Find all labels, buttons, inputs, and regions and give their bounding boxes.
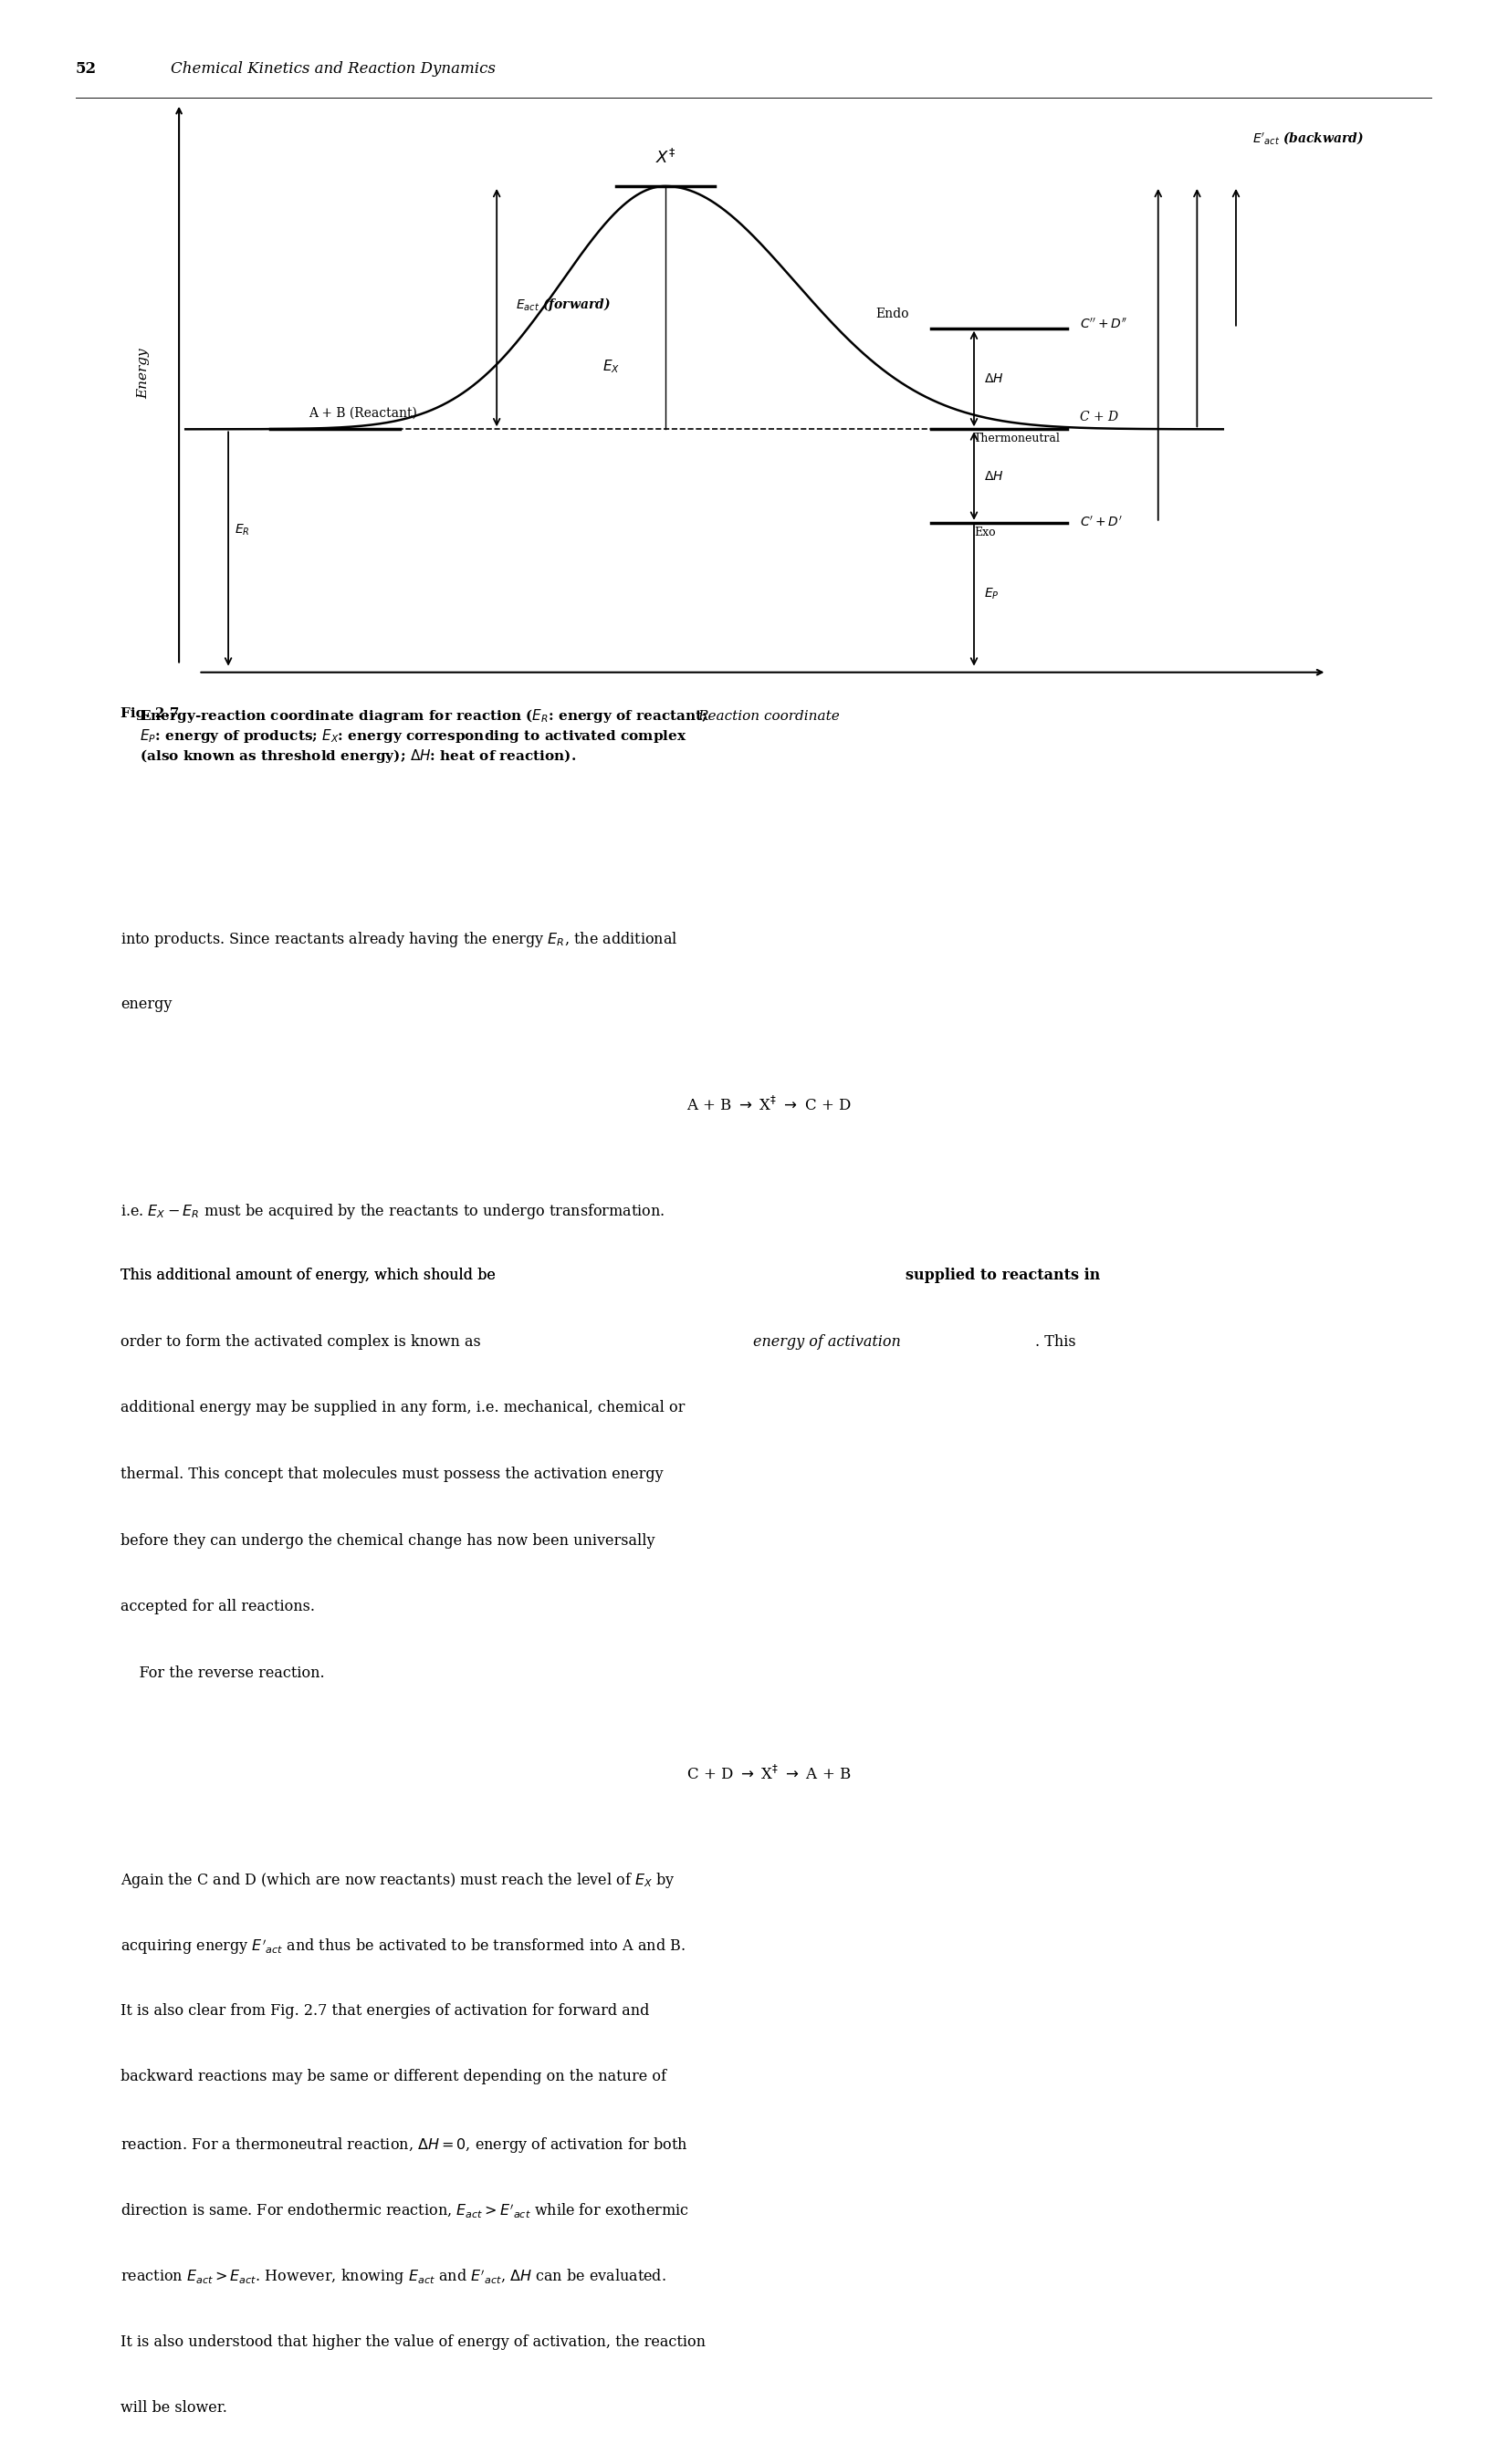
Text: order to form the activated complex is known as: order to form the activated complex is k…: [121, 1333, 486, 1350]
Text: This additional amount of energy, which should be: This additional amount of energy, which …: [121, 1269, 501, 1284]
Text: $E_{act}$ (forward): $E_{act}$ (forward): [516, 296, 611, 313]
Text: $C'' + D''$: $C'' + D''$: [1080, 318, 1128, 333]
Text: Energy: Energy: [137, 347, 151, 399]
Text: supplied to reactants in: supplied to reactants in: [905, 1269, 1099, 1284]
Text: will be slower.: will be slower.: [121, 2400, 228, 2415]
Text: energy of activation: energy of activation: [754, 1333, 902, 1350]
Text: Exo: Exo: [974, 527, 995, 537]
Text: backward reactions may be same or different depending on the nature of: backward reactions may be same or differ…: [121, 2070, 667, 2085]
Text: additional energy may be supplied in any form, i.e. mechanical, chemical or: additional energy may be supplied in any…: [121, 1400, 685, 1417]
Text: reaction. For a thermoneutral reaction, $\Delta H = 0$, energy of activation for: reaction. For a thermoneutral reaction, …: [121, 2136, 688, 2154]
Text: $\Delta H$: $\Delta H$: [985, 372, 1004, 384]
Text: $X^{\ddagger}$: $X^{\ddagger}$: [654, 150, 676, 168]
Text: into products. Since reactants already having the energy $E_R$, the additional: into products. Since reactants already h…: [121, 931, 679, 949]
Text: i.e. $E_X - E_R$ must be acquired by the reactants to undergo transformation.: i.e. $E_X - E_R$ must be acquired by the…: [121, 1202, 665, 1220]
Text: It is also clear from Fig. 2.7 that energies of activation for forward and: It is also clear from Fig. 2.7 that ener…: [121, 2003, 650, 2018]
Text: A + B $\rightarrow$ X$^{\ddagger}$ $\rightarrow$ C + D: A + B $\rightarrow$ X$^{\ddagger}$ $\rig…: [686, 1096, 852, 1114]
Text: Chemical Kinetics and Reaction Dynamics: Chemical Kinetics and Reaction Dynamics: [170, 62, 495, 76]
Text: C + D $\rightarrow$ X$^{\ddagger}$ $\rightarrow$ A + B: C + D $\rightarrow$ X$^{\ddagger}$ $\rig…: [686, 1764, 852, 1784]
Text: $E'_{act}$ (backward): $E'_{act}$ (backward): [1253, 131, 1365, 145]
Text: reaction $E_{act} > E_{act}$. However, knowing $E_{act}$ and $E'_{act}$, $\Delta: reaction $E_{act} > E_{act}$. However, k…: [121, 2267, 667, 2287]
Text: Energy-reaction coordinate diagram for reaction ($E_R$: energy of reactant;
    : Energy-reaction coordinate diagram for r…: [121, 707, 707, 764]
Text: $C' + D'$: $C' + D'$: [1080, 515, 1123, 530]
Text: A + B (Reactant): A + B (Reactant): [309, 407, 418, 419]
Text: . This: . This: [1034, 1333, 1075, 1350]
Text: $\Delta H$: $\Delta H$: [985, 471, 1004, 483]
Text: before they can undergo the chemical change has now been universally: before they can undergo the chemical cha…: [121, 1533, 654, 1547]
Text: energy: energy: [121, 995, 172, 1013]
Text: Endo: Endo: [876, 308, 909, 320]
Text: accepted for all reactions.: accepted for all reactions.: [121, 1599, 315, 1614]
Text: Fig. 2.7: Fig. 2.7: [121, 707, 179, 719]
Text: For the reverse reaction.: For the reverse reaction.: [121, 1666, 324, 1680]
Text: 52: 52: [75, 62, 97, 76]
Text: It is also understood that higher the value of energy of activation, the reactio: It is also understood that higher the va…: [121, 2333, 706, 2351]
Text: direction is same. For endothermic reaction, $E_{act} > E'_{act}$ while for exot: direction is same. For endothermic react…: [121, 2203, 689, 2220]
Text: $E_P$: $E_P$: [985, 586, 1000, 601]
Text: thermal. This concept that molecules must possess the activation energy: thermal. This concept that molecules mus…: [121, 1466, 664, 1481]
Text: Reaction coordinate: Reaction coordinate: [698, 710, 840, 722]
Text: $E_X$: $E_X$: [603, 357, 620, 375]
Text: acquiring energy $E'_{act}$ and thus be activated to be transformed into A and B: acquiring energy $E'_{act}$ and thus be …: [121, 1937, 686, 1956]
Text: This additional amount of energy, which should be: This additional amount of energy, which …: [121, 1269, 501, 1284]
Text: Thermoneutral: Thermoneutral: [974, 434, 1060, 446]
Text: $E_R$: $E_R$: [235, 522, 250, 537]
Text: C + D: C + D: [1080, 411, 1119, 424]
Text: Again the C and D (which are now reactants) must reach the level of $E_X$ by: Again the C and D (which are now reactan…: [121, 1870, 676, 1890]
